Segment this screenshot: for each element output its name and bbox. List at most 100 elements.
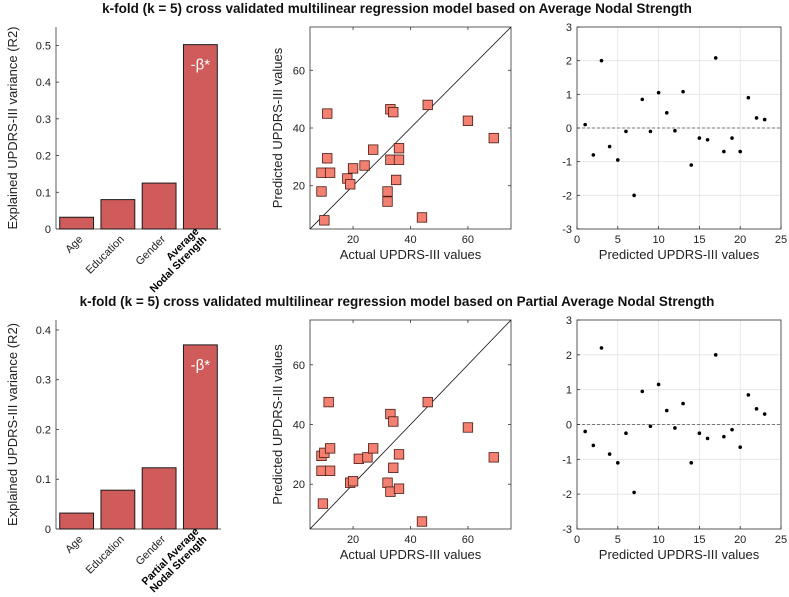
data-point <box>368 443 379 454</box>
data-point <box>632 490 636 495</box>
y-tick-label: -1 <box>562 454 572 466</box>
data-point <box>382 196 393 207</box>
x-tick-label: 40 <box>404 534 416 546</box>
data-point <box>648 129 653 134</box>
identity-line <box>310 320 511 529</box>
data-point <box>738 149 742 154</box>
data-point <box>322 108 333 119</box>
data-point <box>319 215 330 226</box>
y-tick-label: 0.4 <box>36 325 51 337</box>
x-tick-label-line: Education <box>84 533 127 576</box>
y-tick-label: 3 <box>566 22 572 34</box>
data-point <box>697 136 702 140</box>
data-point <box>385 154 396 165</box>
data-point <box>393 483 405 494</box>
data-point <box>591 153 596 157</box>
data-point <box>393 154 405 165</box>
y-tick-label: 1 <box>566 385 572 397</box>
bar <box>100 489 136 530</box>
data-point <box>347 163 359 174</box>
chart-title: k-fold (k = 5) cross validated multiline… <box>102 1 692 16</box>
data-point <box>722 434 726 439</box>
x-tick-label: 10 <box>652 534 664 546</box>
x-tick-label: 5 <box>615 534 621 546</box>
y-tick-label: 40 <box>293 420 305 432</box>
data-point <box>422 99 433 111</box>
data-point <box>353 453 364 464</box>
data-point <box>607 144 612 149</box>
x-tick-label: 40 <box>404 234 416 246</box>
data-point <box>322 153 333 164</box>
data-point <box>316 186 327 197</box>
y-tick-label: 20 <box>293 479 305 491</box>
data-point <box>416 516 428 527</box>
data-point <box>640 389 645 394</box>
y-tick-label: 0.4 <box>36 77 51 89</box>
data-point <box>722 149 726 154</box>
data-point <box>697 431 702 436</box>
x-tick-label: Education <box>84 233 127 276</box>
data-point <box>656 382 661 387</box>
scatter-residual-2: 0 5 10 15 20 25 -3 -2 -1 0 1 2 3 Predicted UPDRS-III … <box>562 22 787 262</box>
y-axis-label: Predicted UPDRS-III values <box>270 47 285 208</box>
data-point <box>359 160 370 171</box>
x-tick-label: 10 <box>652 234 664 246</box>
data-point <box>323 396 334 408</box>
x-tick-label-line: Age <box>63 533 85 555</box>
data-point <box>762 412 767 416</box>
y-tick-label: 0.1 <box>36 187 51 199</box>
x-tick-label: 0 <box>574 534 580 546</box>
y-tick-label: 2 <box>566 56 572 68</box>
y-tick-label: 0 <box>566 123 572 135</box>
y-tick-label: 20 <box>293 181 305 193</box>
data-point <box>368 144 379 155</box>
y-tick-label: 1 <box>566 89 572 101</box>
x-tick-label: 20 <box>734 234 746 246</box>
data-point <box>324 465 336 476</box>
data-point <box>583 429 587 434</box>
y-tick-label: 2 <box>566 350 572 362</box>
bar <box>182 44 218 230</box>
data-point <box>754 116 759 120</box>
y-tick-label: 0.3 <box>36 375 51 387</box>
x-tick-label: Age <box>63 233 85 255</box>
x-axis-label: Predicted UPDRS-III values <box>599 247 760 262</box>
y-tick-label: 60 <box>293 360 305 372</box>
significance-annotation: -β* <box>191 57 211 74</box>
data-point <box>345 179 356 190</box>
bar <box>141 182 177 230</box>
x-tick-label: 60 <box>462 234 474 246</box>
y-tick-label: 40 <box>293 123 305 135</box>
chart-title: k-fold (k = 5) cross validated multiline… <box>80 294 715 309</box>
x-tick-label: 15 <box>693 534 705 546</box>
data-point <box>422 396 433 408</box>
data-point <box>393 449 405 460</box>
bar <box>182 344 218 530</box>
data-point <box>488 132 499 144</box>
y-tick-label: -2 <box>562 190 572 202</box>
bar <box>141 467 177 530</box>
data-point <box>632 193 636 198</box>
data-point <box>689 163 694 167</box>
y-tick-label: 3 <box>566 315 572 327</box>
data-point <box>316 167 327 178</box>
x-tick-label: Age <box>63 533 85 555</box>
x-axis-label: Predicted UPDRS-III values <box>599 547 760 562</box>
data-point <box>316 465 327 476</box>
x-tick-label: Education <box>84 533 127 576</box>
bar <box>100 199 136 230</box>
y-tick-label: 0.5 <box>36 40 51 52</box>
x-tick-label: 15 <box>693 234 705 246</box>
y-tick-label: -3 <box>562 524 572 536</box>
data-point <box>388 416 399 427</box>
data-point <box>317 498 329 509</box>
bar <box>59 216 95 230</box>
significance-annotation: -β* <box>191 357 211 374</box>
data-point <box>624 129 628 134</box>
data-point <box>599 346 604 350</box>
x-tick-label: 25 <box>775 534 787 546</box>
